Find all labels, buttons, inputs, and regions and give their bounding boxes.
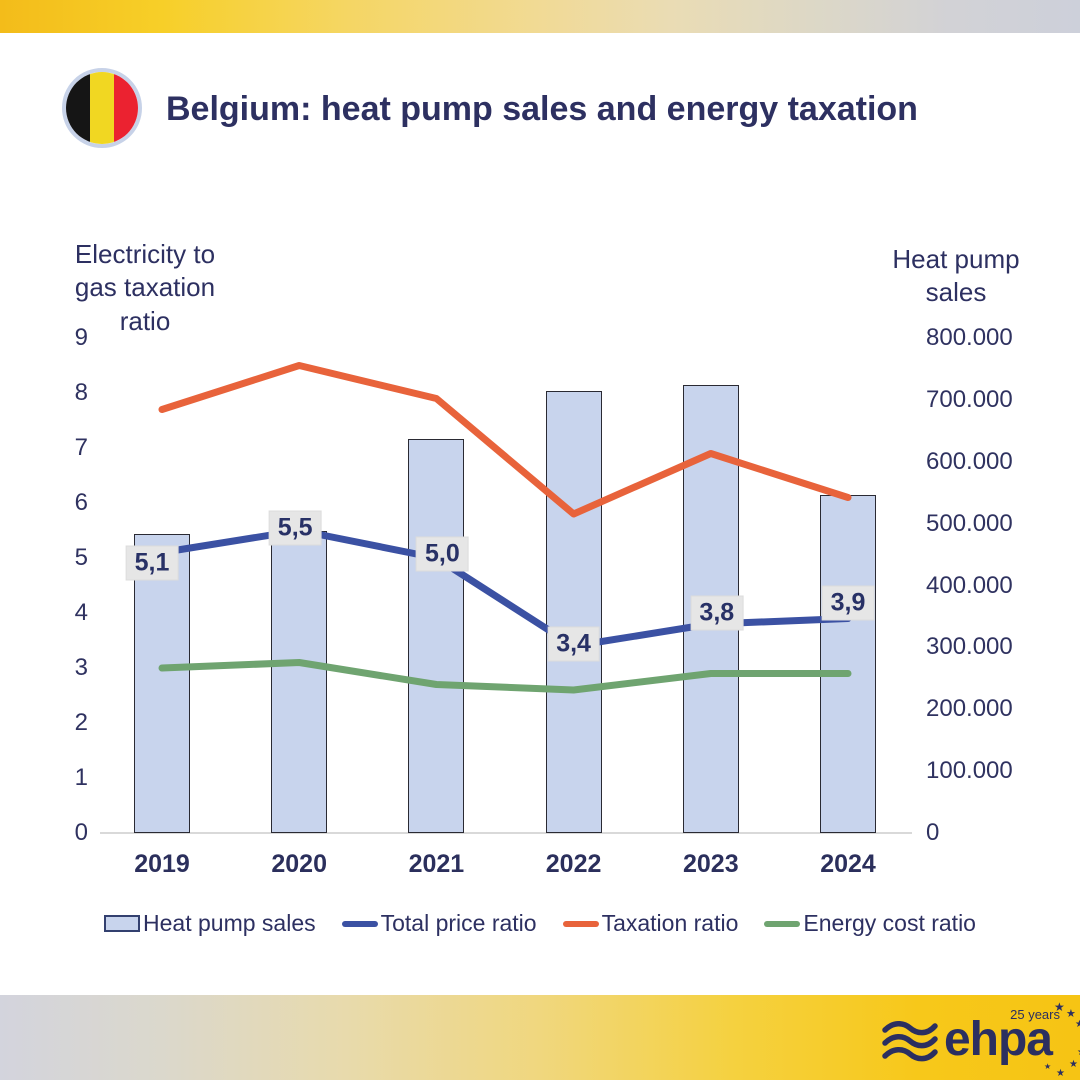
ehpa-logo-text: ehpa xyxy=(943,1013,1053,1066)
left-axis-tick: 1 xyxy=(74,764,88,791)
category-label: 2021 xyxy=(408,850,465,878)
right-axis-tick: 300.000 xyxy=(926,633,1013,661)
footer-banner: ehpa 25 years ★ ★ ★ ★ ★ ★ ★ ★ xyxy=(0,995,1080,1080)
data-label: 3,4 xyxy=(548,627,599,661)
left-axis-tick: 5 xyxy=(74,544,88,571)
right-axis-tick: 100.000 xyxy=(926,757,1013,785)
data-label: 5,1 xyxy=(126,546,178,579)
right-axis-tick: 700.000 xyxy=(926,385,1013,413)
left-axis-tick: 2 xyxy=(74,709,88,736)
right-axis-tick: 200.000 xyxy=(926,695,1013,723)
left-axis-tick: 9 xyxy=(74,324,88,351)
line-swatch-icon xyxy=(341,920,378,927)
svg-text:★: ★ xyxy=(1077,1047,1080,1058)
category-label: 2022 xyxy=(545,850,602,878)
svg-text:★: ★ xyxy=(1044,1062,1051,1071)
heat-pump-sales-bar xyxy=(271,531,328,833)
legend-label: Total price ratio xyxy=(380,910,537,936)
right-axis-title: Heat pump sales xyxy=(892,244,1020,308)
data-label: 3,9 xyxy=(822,586,874,619)
line-swatch-icon xyxy=(562,920,599,927)
category-label: 2024 xyxy=(820,850,876,878)
left-axis-tick: 4 xyxy=(74,599,88,626)
category-label: 2023 xyxy=(682,850,739,878)
svg-text:★: ★ xyxy=(1054,1000,1065,1014)
data-label: 5,5 xyxy=(269,511,321,544)
flag-yellow-band xyxy=(90,72,114,144)
svg-text:★: ★ xyxy=(1066,1008,1076,1020)
left-axis-tick: 7 xyxy=(74,434,88,461)
legend-label: Energy cost ratio xyxy=(803,910,976,936)
heat-pump-sales-bar xyxy=(820,494,876,833)
svg-text:★: ★ xyxy=(1075,1019,1080,1030)
taxation-ratio-line xyxy=(158,362,852,518)
legend-item-total-price-ratio: Total price ratio xyxy=(341,910,537,937)
data-label: 5,0 xyxy=(417,537,468,571)
left-axis-tick: 0 xyxy=(74,819,88,846)
eu-stars-icon: ★ ★ ★ ★ ★ ★ ★ ★ xyxy=(1044,1000,1080,1079)
right-axis-tick: 800.000 xyxy=(926,324,1013,351)
left-axis-tick: 8 xyxy=(74,379,88,406)
right-axis-tick: 500.000 xyxy=(926,509,1013,537)
flag-black-band xyxy=(66,72,90,144)
right-axis-tick: 0 xyxy=(926,819,940,846)
line-swatch-icon xyxy=(764,920,801,927)
right-axis-tick: 400.000 xyxy=(926,571,1013,599)
legend-label: Taxation ratio xyxy=(601,910,739,936)
ehpa-anniversary-text: 25 years xyxy=(1010,1007,1060,1022)
ehpa-waves-icon xyxy=(882,1021,938,1062)
flag-red-band xyxy=(114,72,138,144)
legend-label: Heat pump sales xyxy=(143,910,316,936)
bar-swatch-icon xyxy=(104,915,141,932)
top-gradient-strip xyxy=(0,0,1080,33)
ehpa-wordmark: ehpa 25 years ★ ★ ★ ★ ★ ★ ★ ★ xyxy=(943,1000,1080,1079)
x-axis-line xyxy=(100,832,912,834)
ehpa-logo: ehpa 25 years ★ ★ ★ ★ ★ ★ ★ ★ xyxy=(882,1000,1080,1079)
belgium-flag-icon xyxy=(62,68,142,148)
right-axis-tick: 600.000 xyxy=(926,447,1013,475)
legend-item-taxation-ratio: Taxation ratio xyxy=(562,910,739,937)
heat-pump-sales-bar xyxy=(545,390,602,833)
svg-text:★: ★ xyxy=(1069,1059,1078,1070)
left-axis-title: Electricity to gas taxation ratio xyxy=(74,239,216,336)
legend-item-heat-pump-sales: Heat pump sales xyxy=(104,910,316,937)
category-label: 2020 xyxy=(271,850,327,878)
page-title: Belgium: heat pump sales and energy taxa… xyxy=(166,90,918,128)
legend-item-energy-cost-ratio: Energy cost ratio xyxy=(764,910,976,937)
total-price-ratio-line xyxy=(158,527,852,650)
chart-legend: Heat pump sales Total price ratio Taxati… xyxy=(0,910,1080,937)
svg-text:★: ★ xyxy=(1056,1068,1065,1079)
heat-pump-sales-bar xyxy=(408,438,465,833)
energy-cost-ratio-line xyxy=(158,659,852,694)
category-label: 2019 xyxy=(134,850,190,878)
left-axis-tick: 6 xyxy=(74,489,88,516)
left-axis-tick: 3 xyxy=(74,654,88,681)
data-label: 3,8 xyxy=(691,596,743,630)
